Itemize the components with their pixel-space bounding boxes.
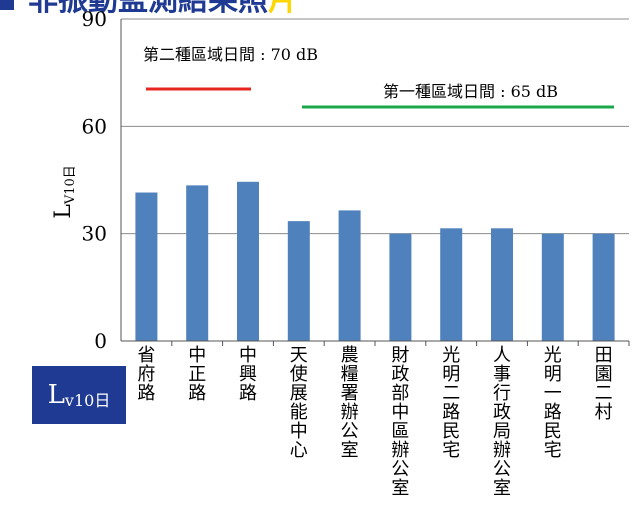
y-axis-label-main: L [51, 204, 76, 219]
x-tick-label: 中興路 [239, 345, 257, 404]
bar [338, 210, 361, 341]
headline-text-end: 片 [268, 0, 298, 14]
page-headline: 非振動監測結果照 片 [0, 0, 639, 14]
y-tick-label: 60 [82, 114, 107, 138]
x-tick-label: 省府路 [137, 345, 155, 404]
x-tick-label: 中正路 [188, 345, 206, 404]
x-tick-label: 光明一路民宅 [544, 345, 562, 461]
y-tick-label: 0 [94, 329, 107, 353]
x-tick-label: 農糧署辦公室 [341, 345, 359, 461]
y-tick-label: 90 [82, 7, 107, 31]
x-tick-label: 人事行政局辦公室 [493, 345, 511, 499]
bar [592, 233, 615, 341]
y-axis-label: LV10日 [51, 165, 78, 219]
bar [186, 185, 209, 341]
reference-line-label: 第二種區域日間 : 70 dB [143, 45, 318, 64]
bars [135, 181, 615, 341]
axes [120, 19, 630, 346]
x-tick-label: 天使展能中心 [290, 345, 308, 461]
x-tick-label: 光明二路民宅 [442, 345, 460, 461]
headline-text: 非振動監測結果照 [28, 0, 268, 14]
y-tick-labels: 0 30 60 90 [82, 7, 107, 353]
bar [237, 181, 259, 341]
headline-accent-bar [0, 0, 14, 10]
corner-label-main: L [47, 380, 65, 410]
bar [541, 233, 564, 341]
bar [135, 192, 158, 341]
y-axis-label-sub: V10日 [63, 165, 78, 205]
x-tick-label: 田園二村 [595, 345, 613, 423]
reference-legend: 第二種區域日間 : 70 dB 第一種區域日間 : 65 dB [143, 45, 614, 109]
bar [440, 228, 463, 341]
x-tick-label: 財政部中區辦公室 [391, 345, 409, 499]
bar [287, 221, 310, 341]
x-category-labels: 省府路 中正路 中興路 天使展能中心 農糧署辦公室 財政部中區辦公室 光明二路民宅 人事行政局… [137, 345, 612, 499]
bar [389, 233, 412, 341]
bar [491, 228, 513, 341]
y-tick-label: 30 [82, 222, 107, 246]
corner-label-sub: v10日 [64, 391, 111, 410]
reference-line-label: 第一種區域日間 : 65 dB [383, 82, 558, 101]
